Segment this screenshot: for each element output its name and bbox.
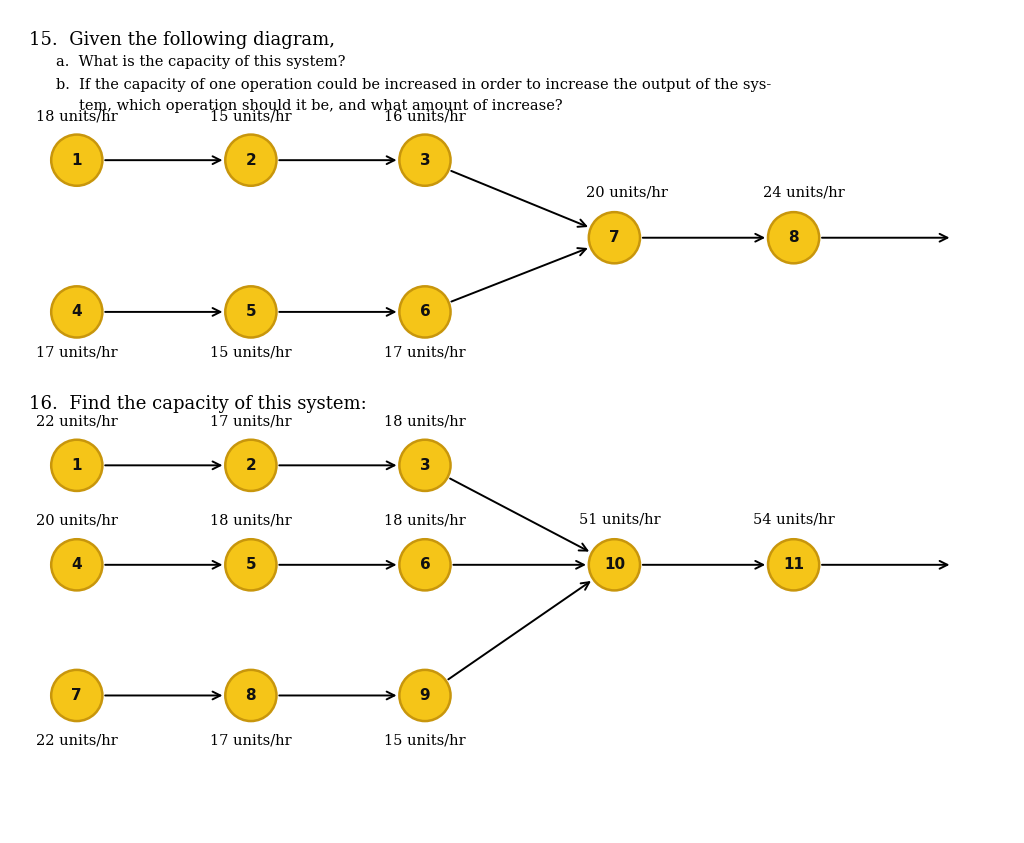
Ellipse shape — [399, 670, 451, 721]
Ellipse shape — [51, 540, 102, 590]
Text: 5: 5 — [246, 304, 256, 319]
Text: 6: 6 — [420, 557, 430, 572]
Text: 2: 2 — [246, 153, 256, 168]
Text: 18 units/hr: 18 units/hr — [36, 110, 118, 124]
Text: 16 units/hr: 16 units/hr — [384, 110, 466, 124]
Text: 17 units/hr: 17 units/hr — [36, 346, 118, 360]
Ellipse shape — [51, 287, 102, 337]
Text: 15 units/hr: 15 units/hr — [210, 110, 292, 124]
Ellipse shape — [225, 540, 276, 590]
Ellipse shape — [51, 670, 102, 721]
Ellipse shape — [399, 540, 451, 590]
Text: 54 units/hr: 54 units/hr — [753, 513, 835, 527]
Text: 20 units/hr: 20 units/hr — [586, 185, 668, 200]
Text: a.  What is the capacity of this system?: a. What is the capacity of this system? — [56, 55, 346, 69]
Text: 10: 10 — [604, 557, 625, 572]
Text: b.  If the capacity of one operation could be increased in order to increase the: b. If the capacity of one operation coul… — [56, 78, 771, 93]
Text: 7: 7 — [72, 688, 82, 703]
Text: 18 units/hr: 18 units/hr — [210, 513, 292, 528]
Text: 24 units/hr: 24 units/hr — [763, 185, 845, 200]
Ellipse shape — [589, 212, 640, 263]
Text: 15 units/hr: 15 units/hr — [210, 346, 292, 360]
Text: 15 units/hr: 15 units/hr — [384, 733, 466, 748]
Ellipse shape — [225, 287, 276, 337]
Text: 1: 1 — [72, 458, 82, 473]
Text: 17 units/hr: 17 units/hr — [210, 733, 292, 748]
Ellipse shape — [399, 287, 451, 337]
Text: 1: 1 — [72, 153, 82, 168]
Text: 17 units/hr: 17 units/hr — [210, 414, 292, 428]
Text: 15.  Given the following diagram,: 15. Given the following diagram, — [29, 31, 335, 49]
Ellipse shape — [768, 212, 819, 263]
Text: 4: 4 — [72, 304, 82, 319]
Text: 2: 2 — [246, 458, 256, 473]
Ellipse shape — [589, 540, 640, 590]
Text: 8: 8 — [246, 688, 256, 703]
Text: 22 units/hr: 22 units/hr — [36, 414, 118, 428]
Text: 20 units/hr: 20 units/hr — [36, 513, 118, 528]
Text: 18 units/hr: 18 units/hr — [384, 414, 466, 428]
Text: 8: 8 — [788, 230, 799, 245]
Ellipse shape — [51, 135, 102, 185]
Ellipse shape — [399, 135, 451, 185]
Text: 18 units/hr: 18 units/hr — [384, 513, 466, 528]
Text: 16.  Find the capacity of this system:: 16. Find the capacity of this system: — [29, 395, 367, 412]
Text: 4: 4 — [72, 557, 82, 572]
Text: 11: 11 — [783, 557, 804, 572]
Ellipse shape — [768, 540, 819, 590]
Text: 7: 7 — [609, 230, 620, 245]
Text: 9: 9 — [420, 688, 430, 703]
Text: 6: 6 — [420, 304, 430, 319]
Text: 17 units/hr: 17 units/hr — [384, 346, 466, 360]
Ellipse shape — [225, 670, 276, 721]
Text: 5: 5 — [246, 557, 256, 572]
Text: 3: 3 — [420, 153, 430, 168]
Text: tem, which operation should it be, and what amount of increase?: tem, which operation should it be, and w… — [79, 99, 562, 114]
Ellipse shape — [399, 440, 451, 491]
Text: 51 units/hr: 51 units/hr — [579, 513, 660, 527]
Ellipse shape — [51, 440, 102, 491]
Ellipse shape — [225, 135, 276, 185]
Text: 3: 3 — [420, 458, 430, 473]
Text: 22 units/hr: 22 units/hr — [36, 733, 118, 748]
Ellipse shape — [225, 440, 276, 491]
